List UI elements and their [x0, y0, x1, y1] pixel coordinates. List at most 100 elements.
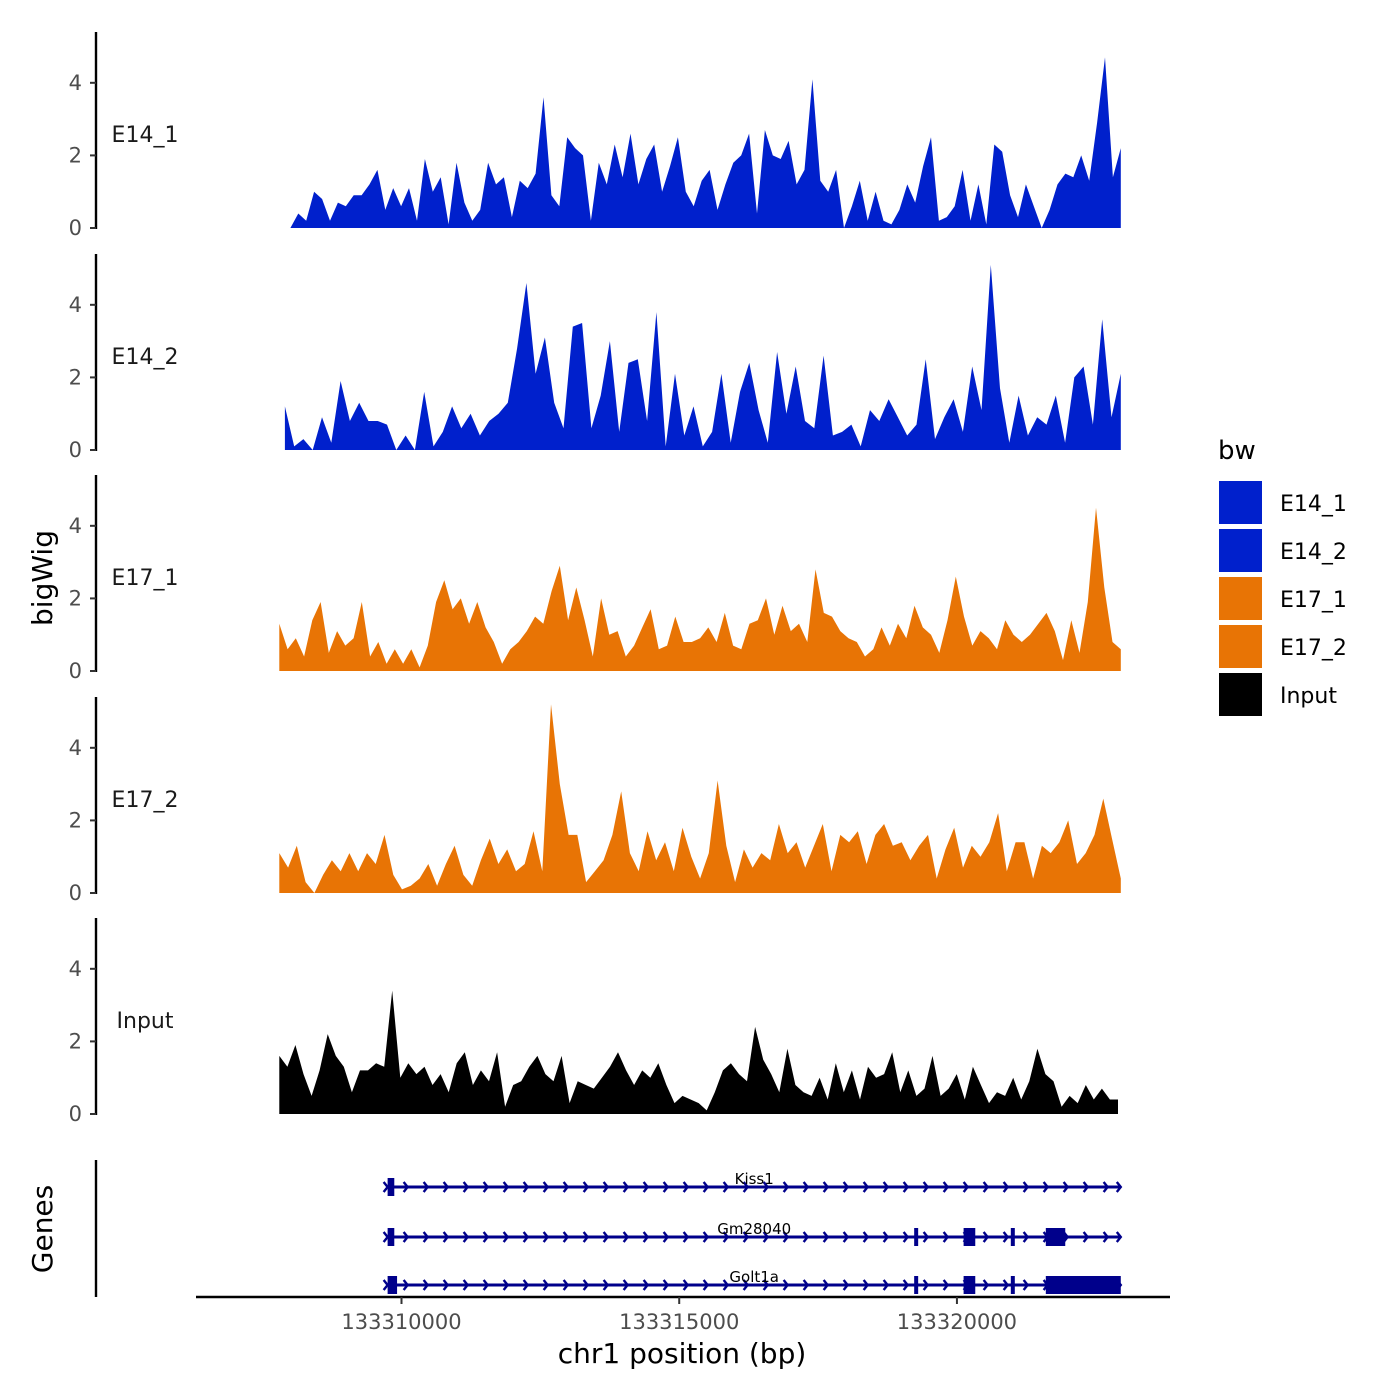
legend-swatch	[1217, 671, 1264, 718]
x-tick-label: 133315000	[619, 1310, 739, 1334]
strand-chevron	[702, 1231, 710, 1243]
strand-chevron	[742, 1231, 750, 1243]
strand-chevron	[742, 1279, 750, 1291]
strand-chevron	[482, 1181, 490, 1193]
strand-chevron	[1022, 1279, 1030, 1291]
strand-chevron	[402, 1231, 410, 1243]
strand-chevron	[922, 1181, 930, 1193]
strand-chevron	[522, 1181, 530, 1193]
coverage-tracks: 0 2 4 E14_1 0 2 4 E14_2 0 2 4 E17_1 0 2 4 E17_2 0 2 4 Input	[69, 32, 1121, 1126]
legend-title: bw	[1218, 436, 1256, 466]
strand-chevron	[942, 1231, 950, 1243]
strand-chevron	[582, 1279, 590, 1291]
strand-chevron	[702, 1279, 710, 1291]
strand-chevron	[662, 1231, 670, 1243]
strand-chevron	[522, 1231, 530, 1243]
strand-chevron	[682, 1279, 690, 1291]
legend-label: E14_1	[1280, 492, 1347, 517]
strand-chevron	[1002, 1279, 1010, 1291]
strand-chevron	[682, 1231, 690, 1243]
strand-chevron	[1082, 1181, 1090, 1193]
strand-chevron	[802, 1231, 810, 1243]
strand-chevron	[622, 1279, 630, 1291]
legend-item-e17-2: E17_2	[1217, 623, 1347, 670]
strand-chevron	[542, 1279, 550, 1291]
strand-chevron	[1002, 1231, 1010, 1243]
genes-axis-title: Genes	[26, 1185, 59, 1273]
y-tick-label: 2	[69, 1029, 82, 1053]
strand-chevron	[822, 1181, 830, 1193]
strand-chevron	[882, 1181, 890, 1193]
strand-chevron	[802, 1279, 810, 1291]
strand-chevron	[782, 1231, 790, 1243]
legend-swatch	[1217, 575, 1264, 622]
strand-chevron	[982, 1231, 990, 1243]
legend-label: E14_2	[1280, 540, 1347, 565]
strand-chevron	[522, 1279, 530, 1291]
track-input: 0 2 4 Input	[69, 918, 1118, 1126]
gene-exon	[387, 1228, 395, 1246]
strand-chevron	[1102, 1231, 1110, 1243]
legend-item-input: Input	[1217, 671, 1337, 718]
track-label: E17_2	[112, 788, 179, 813]
strand-chevron	[922, 1231, 930, 1243]
gene-exon	[387, 1178, 395, 1196]
gene-label: Kiss1	[735, 1170, 774, 1188]
strand-chevron	[842, 1181, 850, 1193]
coverage-area-e14-2	[284, 264, 1121, 450]
gene-track: Kiss1 Gm28040 Golt1a	[94, 1160, 1123, 1297]
strand-chevron	[862, 1279, 870, 1291]
strand-chevron	[622, 1181, 630, 1193]
gene-exon	[1010, 1276, 1015, 1294]
track-label: E14_1	[112, 123, 179, 148]
strand-chevron	[622, 1231, 630, 1243]
strand-chevron	[602, 1279, 610, 1291]
strand-chevron	[842, 1279, 850, 1291]
strand-chevron	[942, 1181, 950, 1193]
strand-chevron	[502, 1231, 510, 1243]
strand-chevron	[782, 1181, 790, 1193]
strand-chevron	[782, 1279, 790, 1291]
strand-chevron	[982, 1181, 990, 1193]
strand-chevron	[642, 1279, 650, 1291]
strand-chevron	[562, 1279, 570, 1291]
strand-chevron	[882, 1279, 890, 1291]
strand-chevron	[982, 1279, 990, 1291]
y-tick-label: 0	[69, 438, 82, 462]
gene-exon	[387, 1276, 398, 1294]
strand-chevron	[582, 1231, 590, 1243]
x-tick-label: 133320000	[897, 1310, 1017, 1334]
gene-exon	[1045, 1228, 1066, 1246]
strand-chevron	[942, 1279, 950, 1291]
x-tick-label: 133310000	[341, 1310, 461, 1334]
strand-chevron	[1115, 1231, 1123, 1243]
strand-chevron	[422, 1231, 430, 1243]
legend-item-e17-1: E17_1	[1217, 575, 1347, 622]
strand-chevron	[562, 1231, 570, 1243]
strand-chevron	[722, 1279, 730, 1291]
strand-chevron	[762, 1231, 770, 1243]
y-tick-label: 4	[69, 514, 82, 538]
gene-gm28040: Gm28040	[382, 1220, 1123, 1246]
strand-chevron	[582, 1181, 590, 1193]
y-tick-label: 0	[69, 659, 82, 683]
track-label: Input	[117, 1009, 174, 1034]
gene-exon	[1010, 1228, 1015, 1246]
strand-chevron	[482, 1231, 490, 1243]
y-tick-label: 2	[69, 365, 82, 389]
strand-chevron	[822, 1279, 830, 1291]
strand-chevron	[602, 1181, 610, 1193]
legend-swatch	[1217, 527, 1264, 574]
strand-chevron	[1062, 1181, 1070, 1193]
y-tick-label: 2	[69, 586, 82, 610]
strand-chevron	[802, 1181, 810, 1193]
strand-chevron	[862, 1231, 870, 1243]
strand-chevron	[502, 1181, 510, 1193]
strand-chevron	[462, 1279, 470, 1291]
strand-chevron	[902, 1279, 910, 1291]
strand-chevron	[422, 1181, 430, 1193]
legend: E14_1 E14_2 E17_1 E17_2 Input	[1217, 479, 1347, 718]
y-tick-label: 2	[69, 808, 82, 832]
strand-chevron	[862, 1181, 870, 1193]
